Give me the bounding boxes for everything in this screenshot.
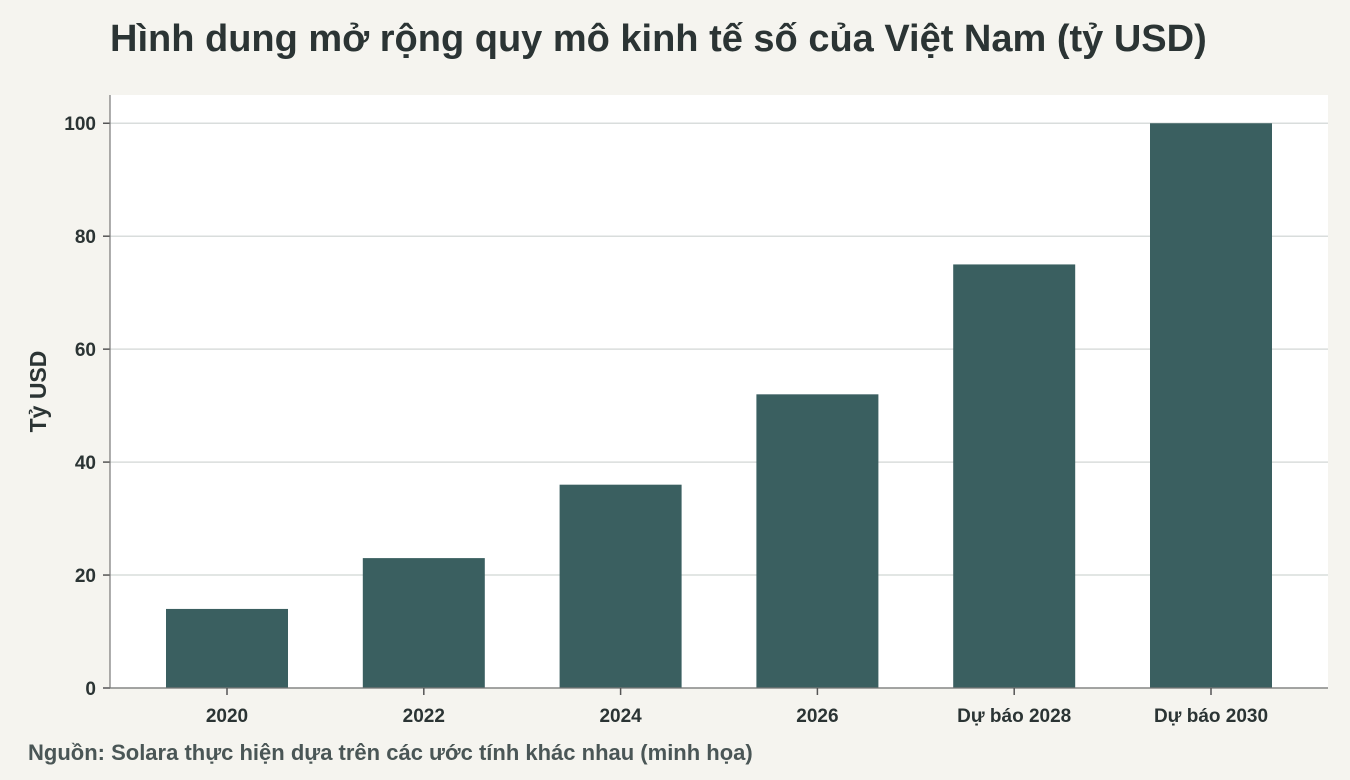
bar <box>1150 123 1272 688</box>
chart-title: Hình dung mở rộng quy mô kinh tế số của … <box>110 18 1207 60</box>
y-axis-title: Tỷ USD <box>25 351 51 433</box>
bar <box>166 608 288 688</box>
bar <box>362 558 485 688</box>
bar <box>559 484 682 688</box>
x-tick-labels: 2020 2022 2024 2026 Dự báo 2028 Dự báo 2030 <box>206 706 1268 727</box>
y-tick-label: 0 <box>85 679 96 700</box>
x-tick-label: Dự báo 2028 <box>957 706 1071 727</box>
x-tick-label: 2024 <box>599 706 642 727</box>
y-tick-label: 20 <box>75 566 96 587</box>
plot-area <box>110 95 1328 688</box>
y-tick-label: 100 <box>64 114 96 135</box>
axes <box>103 95 1328 695</box>
y-tick-label: 60 <box>75 340 96 361</box>
bar <box>756 394 879 688</box>
bar <box>953 264 1076 688</box>
y-tick-label: 40 <box>75 453 96 474</box>
y-tick-label: 80 <box>75 227 96 248</box>
x-tick-label: 2022 <box>403 706 445 727</box>
x-tick-label: Dự báo 2030 <box>1154 706 1268 727</box>
x-tick-label: 2020 <box>206 706 248 727</box>
x-tick-label: 2026 <box>796 706 838 727</box>
source-note: Nguồn: Solara thực hiện dựa trên các ước… <box>28 740 753 765</box>
bars <box>166 123 1272 688</box>
y-tick-labels: 0 20 40 60 80 100 <box>64 114 96 700</box>
